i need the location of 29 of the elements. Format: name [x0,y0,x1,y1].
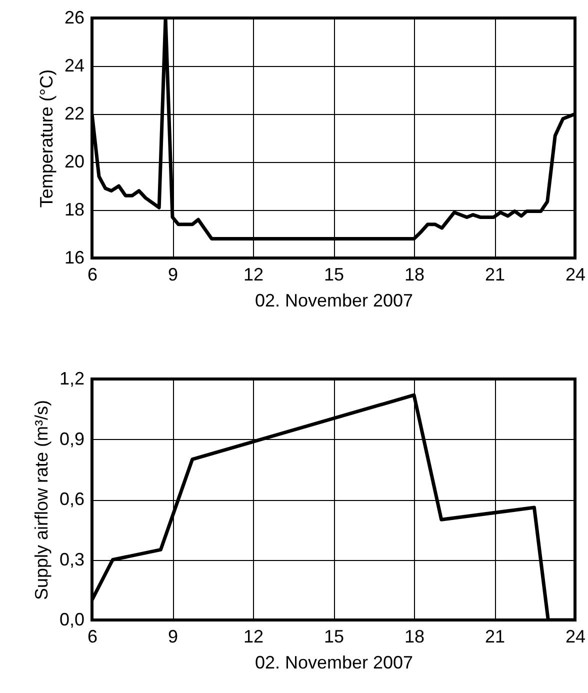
x-tick-label: 12 [243,626,264,646]
x-tick-label: 18 [404,626,425,646]
y-tick-label: 0,0 [59,610,84,630]
x-tick-label: 15 [324,264,344,284]
x-tick-label: 6 [87,626,98,646]
y-axis-title: Temperature (°C) [36,69,56,208]
y-tick-label: 0,6 [59,489,84,509]
x-tick-label: 12 [243,264,264,284]
y-tick-label: 1,2 [59,368,84,388]
x-tick-label: 21 [484,264,506,284]
y-axis-title: Supply airflow rate (m³/s) [31,400,52,600]
y-tick-label: 24 [64,56,84,76]
y-tick-label: 0,9 [59,428,84,449]
y-tick-label: 18 [64,200,84,220]
x-tick-label: 24 [565,626,586,646]
x-tick-label: 15 [324,626,344,646]
x-tick-label: 21 [484,626,506,646]
y-tick-label: 26 [64,8,84,28]
y-tick-label: 20 [64,152,84,172]
x-tick-label: 9 [168,626,178,646]
x-tick-label: 24 [565,264,586,284]
x-tick-label: 18 [404,264,425,284]
x-tick-label: 9 [168,264,178,284]
x-axis-title: 02. November 2007 [254,652,414,672]
y-tick-label: 16 [64,248,84,268]
x-tick-label: 6 [87,264,98,284]
y-tick-label: 22 [64,104,84,124]
x-axis-title: 02. November 2007 [254,290,414,310]
y-tick-label: 0,3 [59,549,84,570]
